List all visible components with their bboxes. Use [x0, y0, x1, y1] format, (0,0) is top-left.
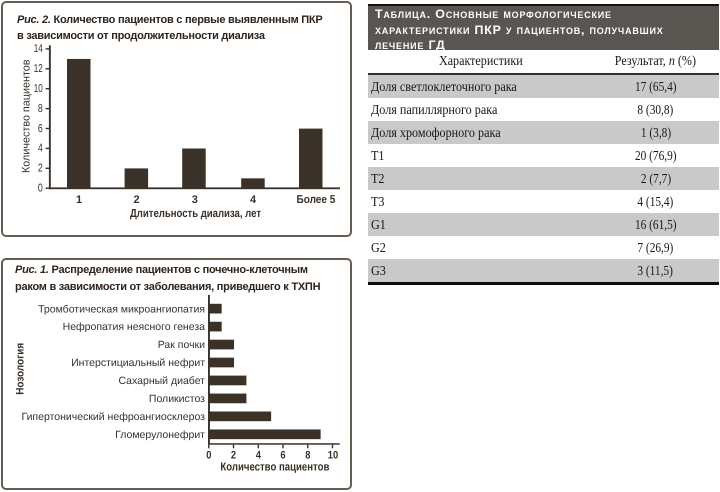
svg-text:1: 1: [76, 194, 82, 206]
svg-text:4: 4: [256, 450, 262, 462]
svg-text:2: 2: [134, 194, 140, 206]
svg-text:10: 10: [328, 450, 338, 462]
svg-text:Гломерулонефрит: Гломерулонефрит: [115, 429, 205, 441]
svg-text:Более 5: Более 5: [297, 194, 336, 206]
svg-text:Тромботическая микроангиопатия: Тромботическая микроангиопатия: [38, 303, 205, 315]
svg-text:10: 10: [34, 83, 43, 95]
svg-text:4: 4: [38, 143, 43, 155]
svg-text:2: 2: [231, 450, 236, 462]
svg-text:Нефропатия неясного генеза: Нефропатия неясного генеза: [63, 321, 206, 333]
svg-text:6: 6: [280, 450, 285, 462]
svg-text:2: 2: [38, 163, 43, 175]
svg-text:14: 14: [34, 43, 43, 55]
svg-text:Интерстициальный нефрит: Интерстициальный нефрит: [71, 357, 205, 369]
svg-text:Нозология: Нозология: [15, 343, 27, 395]
svg-text:Количество пациентов: Количество пациентов: [220, 461, 329, 474]
svg-text:8: 8: [305, 450, 310, 462]
svg-text:Количество пациентов: Количество пациентов: [20, 59, 32, 173]
svg-text:Рак почки: Рак почки: [158, 339, 205, 351]
svg-text:12: 12: [34, 63, 43, 75]
svg-text:Поликистоз: Поликистоз: [149, 393, 205, 405]
svg-text:Гипертонический нефроангиоскле: Гипертонический нефроангиосклероз: [21, 411, 205, 423]
svg-text:6: 6: [38, 123, 43, 135]
svg-text:3: 3: [192, 194, 198, 206]
svg-text:4: 4: [250, 194, 257, 206]
svg-text:Длительность диализа, лет: Длительность диализа, лет: [130, 207, 261, 220]
svg-text:0: 0: [206, 450, 211, 462]
svg-text:0: 0: [38, 183, 43, 195]
svg-text:Сахарный диабет: Сахарный диабет: [118, 375, 205, 387]
svg-text:8: 8: [38, 103, 43, 115]
